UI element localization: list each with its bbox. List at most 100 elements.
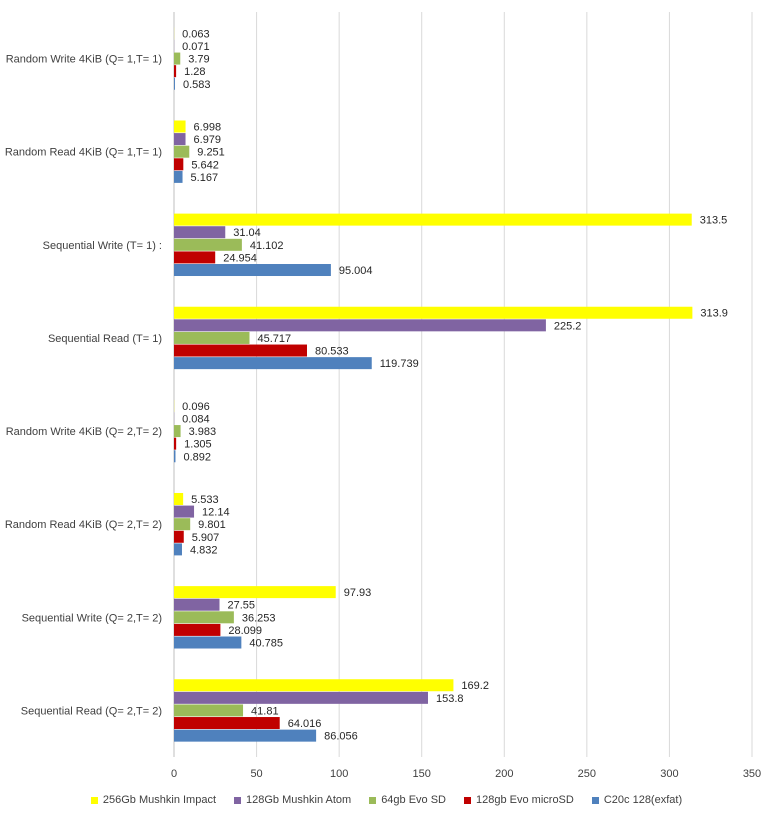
data-label: 41.102: [250, 240, 284, 252]
bar: [174, 65, 177, 78]
data-label: 5.907: [192, 532, 220, 544]
bar: [174, 492, 184, 505]
legend-item: 64gb Evo SD: [369, 794, 446, 806]
data-label: 40.785: [249, 638, 283, 650]
chart-legend: 256Gb Mushkin Impact 128Gb Mushkin Atom 64…: [0, 790, 773, 810]
data-label: 97.93: [344, 587, 372, 599]
bar: [174, 264, 331, 277]
category-label: Random Write 4KiB (Q= 2,T= 2): [6, 426, 162, 438]
data-label: 86.056: [324, 731, 358, 743]
data-label: 12.14: [202, 507, 230, 519]
bar: [174, 170, 183, 183]
bar: [174, 306, 693, 319]
bar: [174, 530, 184, 543]
category-label: Sequential Write (Q= 2,T= 2): [22, 612, 162, 624]
data-label: 0.084: [182, 413, 210, 425]
data-label: 313.5: [700, 215, 728, 227]
legend-swatch: [591, 796, 599, 804]
legend-item: 256Gb Mushkin Impact: [90, 794, 217, 806]
bar: [174, 717, 280, 730]
category-label: Random Write 4KiB (Q= 1,T= 1): [6, 54, 162, 66]
x-tick-label: 100: [330, 768, 348, 780]
x-tick-label: 200: [495, 768, 513, 780]
data-label: 0.096: [182, 401, 210, 413]
bar: [174, 679, 454, 692]
data-label: 80.533: [315, 346, 349, 358]
bar: [174, 251, 216, 264]
x-tick-label: 150: [413, 768, 431, 780]
data-label: 95.004: [339, 265, 373, 277]
bar: [174, 344, 307, 357]
bar: [174, 505, 195, 518]
data-label: 169.2: [461, 680, 489, 692]
data-label: 31.04: [233, 227, 261, 239]
legend-label: 256Gb Mushkin Impact: [102, 794, 217, 806]
category-label: Sequential Read (T= 1): [48, 333, 162, 345]
data-label: 313.9: [700, 308, 728, 320]
data-label: 0.071: [182, 41, 210, 53]
data-label: 36.253: [242, 612, 276, 624]
bar: [174, 611, 234, 624]
bar: [174, 158, 184, 171]
legend-label: 128Gb Mushkin Atom: [246, 794, 352, 806]
data-label: 45.717: [257, 333, 291, 345]
data-label: 28.099: [228, 625, 262, 637]
x-tick-label: 250: [578, 768, 596, 780]
bar: [174, 704, 244, 717]
bar: [174, 691, 428, 704]
bar: [174, 77, 175, 90]
bar: [174, 52, 181, 65]
legend-label: C20c 128(exfat): [603, 794, 683, 806]
bar: [174, 437, 177, 450]
legend-label: 64gb Evo SD: [381, 794, 447, 806]
legend-item: C20c 128(exfat): [591, 794, 683, 806]
bar: [174, 450, 176, 463]
bar: [174, 586, 336, 599]
data-label: 5.167: [191, 172, 219, 184]
bar: [174, 598, 220, 611]
bar: [174, 133, 186, 146]
bar: [174, 623, 221, 636]
data-label: 1.28: [184, 66, 205, 78]
data-label: 5.533: [191, 494, 219, 506]
bar: [174, 331, 250, 344]
data-label: 4.832: [190, 544, 218, 556]
data-label: 64.016: [288, 718, 322, 730]
bar: [174, 319, 546, 332]
legend-swatch: [234, 796, 242, 804]
category-label: Random Read 4KiB (Q= 2,T= 2): [5, 519, 162, 531]
x-tick-label: 0: [171, 768, 177, 780]
bar: [174, 543, 182, 556]
category-label: Random Read 4KiB (Q= 1,T= 1): [5, 147, 162, 159]
data-label: 225.2: [554, 320, 582, 332]
data-label: 6.998: [194, 121, 222, 133]
x-tick-label: 300: [660, 768, 678, 780]
data-label: 0.583: [183, 79, 211, 91]
data-label: 24.954: [223, 252, 257, 264]
bar: [174, 238, 242, 251]
x-tick-label: 350: [743, 768, 761, 780]
category-label: Sequential Write (T= 1) :: [43, 240, 162, 252]
bar: [174, 636, 242, 649]
bar: [174, 425, 181, 438]
category-label: Sequential Read (Q= 2,T= 2): [21, 705, 162, 717]
bar: [174, 357, 372, 370]
data-label: 0.892: [183, 451, 211, 463]
data-label: 1.305: [184, 439, 212, 451]
data-label: 3.79: [188, 54, 209, 66]
data-label: 9.251: [197, 147, 225, 159]
data-label: 0.063: [182, 28, 210, 40]
data-label: 9.801: [198, 519, 226, 531]
bar: [174, 226, 226, 239]
legend-swatch: [369, 796, 377, 804]
x-tick-label: 50: [250, 768, 262, 780]
data-label: 119.739: [380, 358, 419, 370]
bar: [174, 729, 317, 742]
data-label: 41.81: [251, 705, 279, 717]
data-label: 6.979: [194, 134, 222, 146]
legend-swatch: [464, 796, 472, 804]
data-label: 5.642: [191, 159, 219, 171]
legend-label: 128gb Evo microSD: [476, 794, 574, 806]
data-label: 3.983: [189, 426, 217, 438]
